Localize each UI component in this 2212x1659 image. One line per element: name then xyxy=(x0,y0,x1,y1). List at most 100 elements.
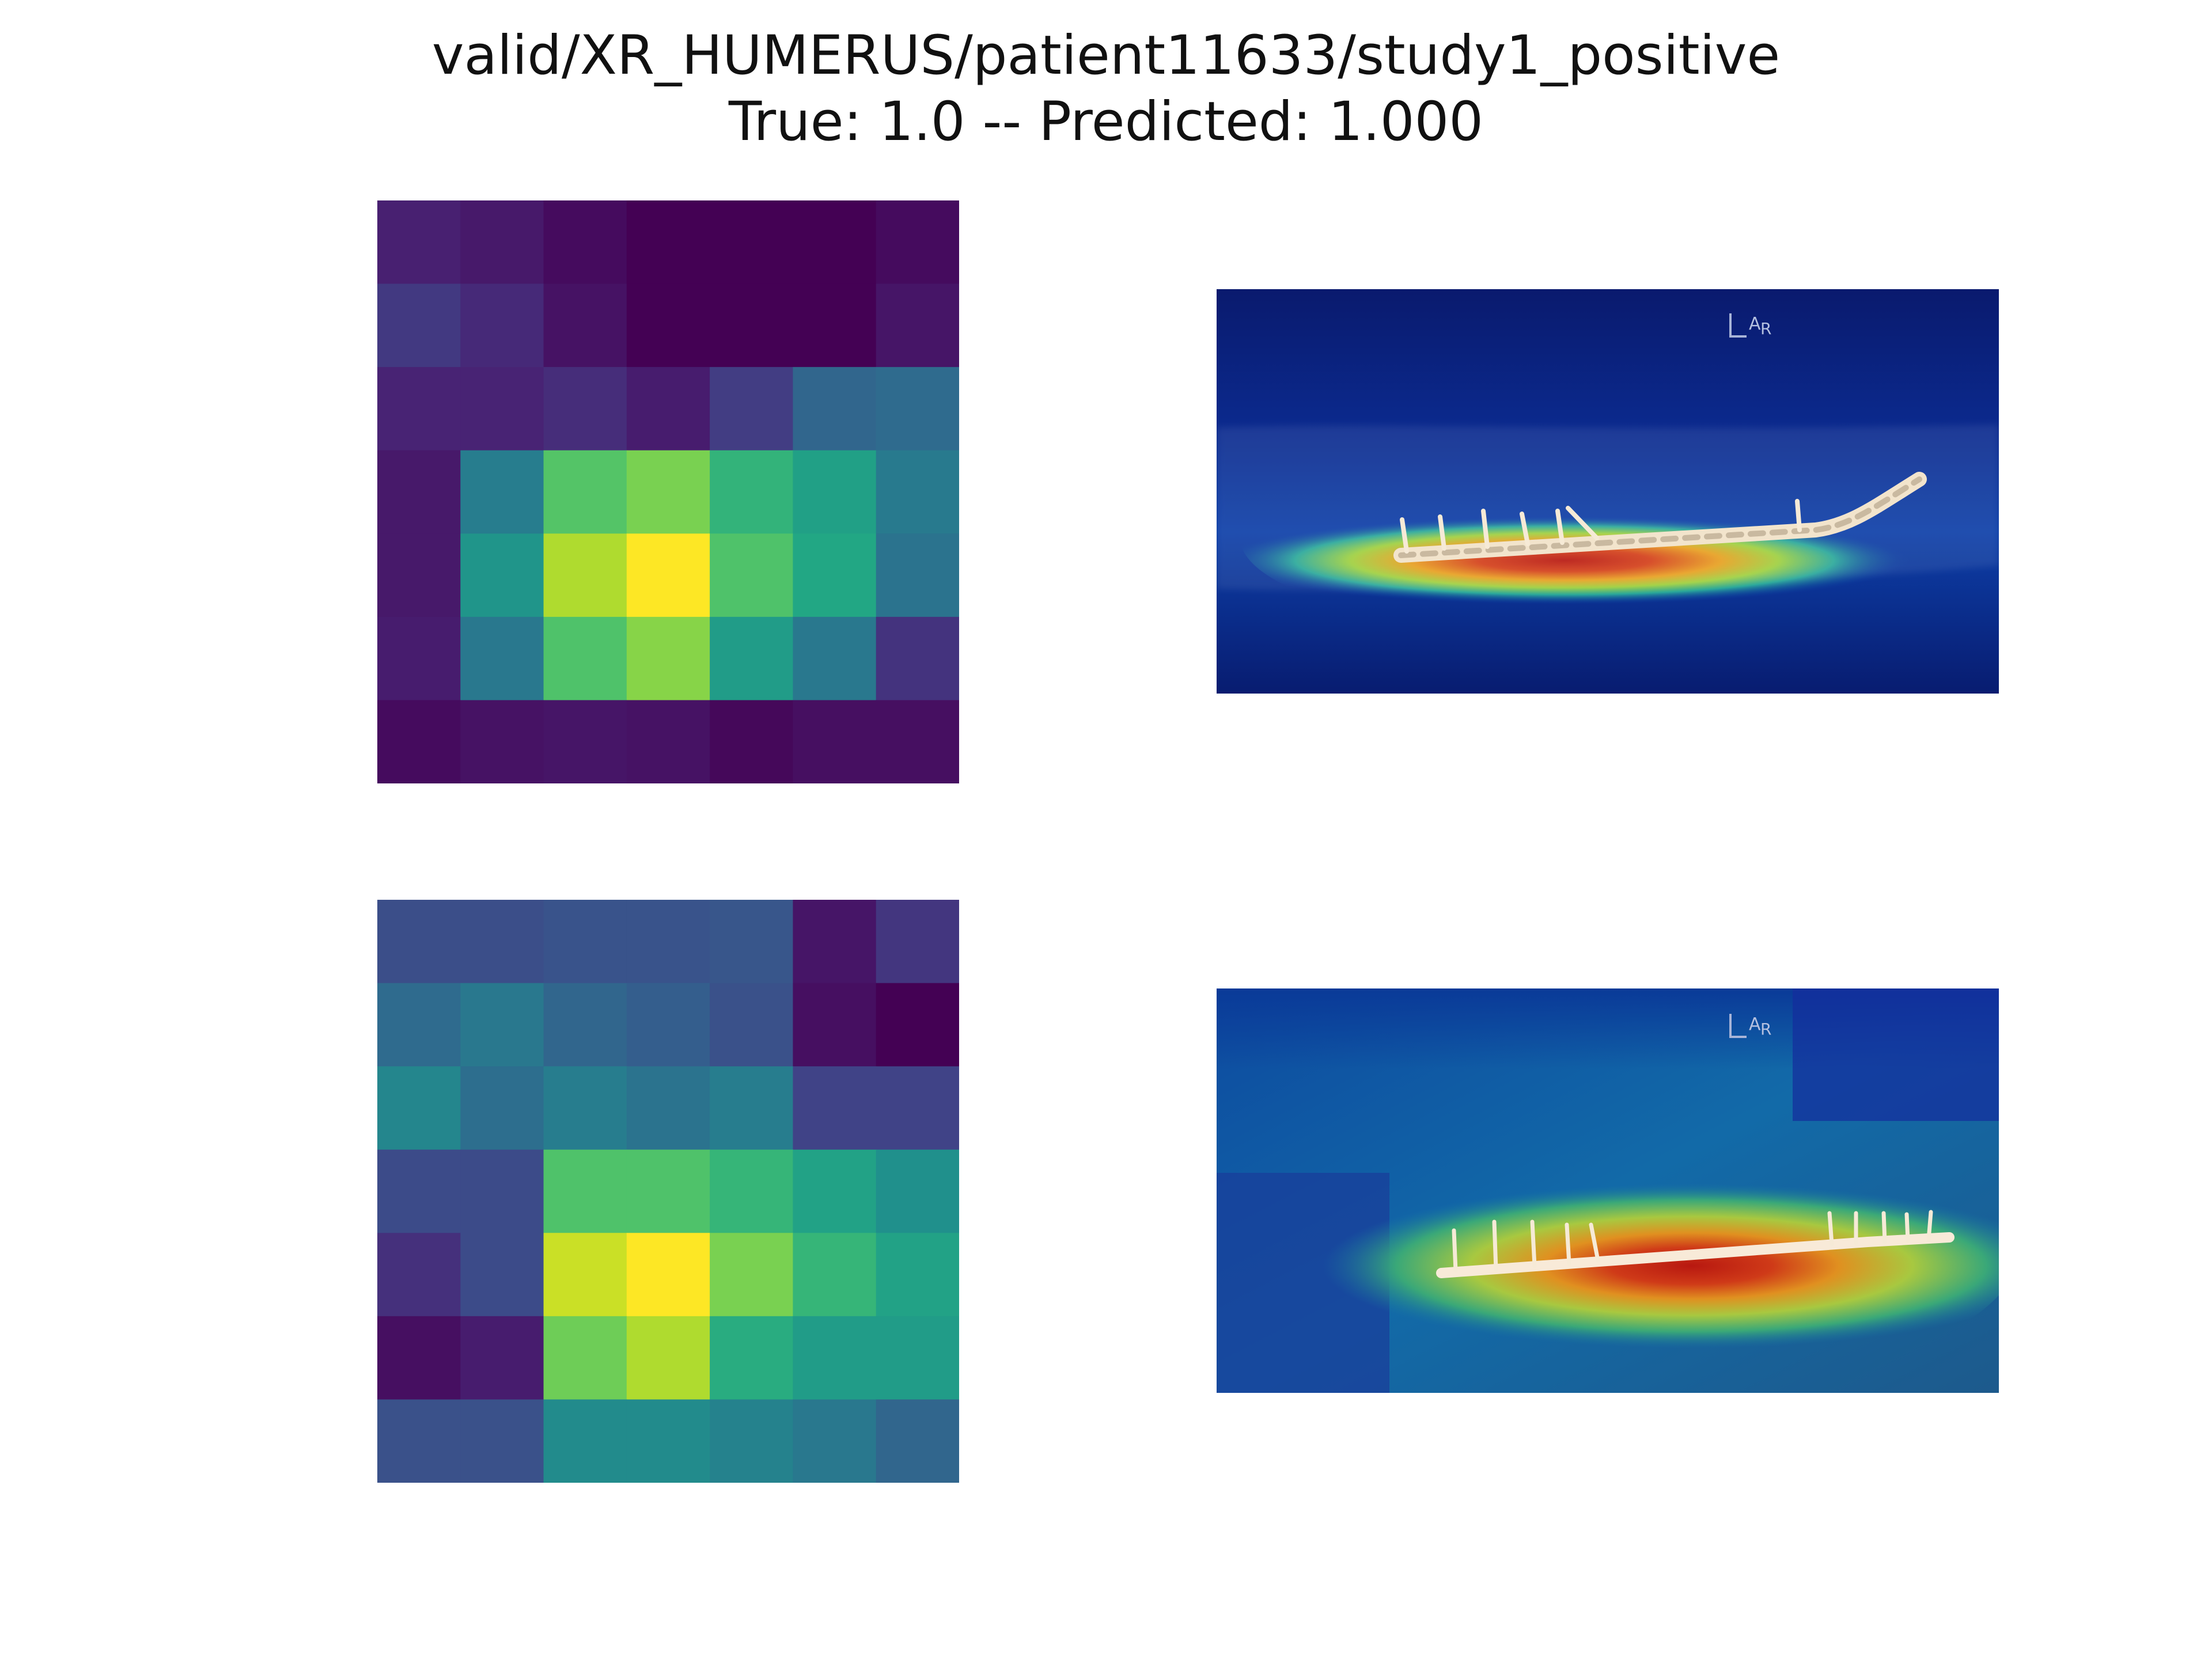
heatmap-cell-r4-c3 xyxy=(626,1233,710,1317)
heatmap-cell-r3-c0 xyxy=(377,450,461,534)
heatmap-cell-r4-c5 xyxy=(793,1233,877,1317)
heatmap-cell-r1-c3 xyxy=(626,983,710,1067)
heatmap-cell-r0-c2 xyxy=(543,900,627,984)
lar-marker-sub-1: R xyxy=(1760,319,1771,338)
heatmap-cell-r1-c2 xyxy=(543,283,627,368)
heatmap-cell-r4-c0 xyxy=(377,533,461,618)
heatmap-cell-r3-c5 xyxy=(793,450,877,534)
heatmap-cell-r2-c5 xyxy=(793,367,877,451)
heatmap-cell-r6-c1 xyxy=(460,700,544,783)
heatmap-cell-r0-c3 xyxy=(626,900,710,984)
heatmap-cell-r2-c6 xyxy=(876,1066,959,1150)
heatmap-cell-r5-c6 xyxy=(876,1316,959,1400)
heatmap-cell-r1-c6 xyxy=(876,983,959,1067)
heatmap-cell-r5-c6 xyxy=(876,616,959,701)
heatmap-cell-r6-c0 xyxy=(377,1399,461,1483)
heatmap-cell-r6-c5 xyxy=(793,700,877,783)
heatmap-cell-r3-c3 xyxy=(626,450,710,534)
heatmap-cell-r2-c3 xyxy=(626,1066,710,1150)
heatmap-cell-r5-c2 xyxy=(543,1316,627,1400)
lar-marker-2 xyxy=(1729,1014,1747,1038)
heatmap-cell-r6-c5 xyxy=(793,1399,877,1483)
heatmap-cell-r1-c5 xyxy=(793,283,877,368)
heatmap-cell-r5-c4 xyxy=(710,616,794,701)
heatmap-cell-r3-c0 xyxy=(377,1149,461,1233)
heatmap-cell-r3-c4 xyxy=(710,1149,794,1233)
heatmap-cell-r4-c2 xyxy=(543,1233,627,1317)
heatmap-grid-top xyxy=(377,200,959,783)
heatmap-cell-r2-c4 xyxy=(710,367,794,451)
heatmap-panel-bottom xyxy=(377,900,959,1483)
heatmap-cell-r3-c6 xyxy=(876,1149,959,1233)
lar-marker-1 xyxy=(1729,313,1747,338)
heatmap-cell-r6-c6 xyxy=(876,1399,959,1483)
heatmap-cell-r1-c5 xyxy=(793,983,877,1067)
heatmap-cell-r6-c6 xyxy=(876,700,959,783)
heatmap-cell-r6-c0 xyxy=(377,700,461,783)
heatmap-cell-r2-c3 xyxy=(626,367,710,451)
heatmap-cell-r4-c5 xyxy=(793,533,877,618)
heatmap-cell-r3-c2 xyxy=(543,450,627,534)
heatmap-cell-r1-c4 xyxy=(710,983,794,1067)
heatmap-cell-r2-c1 xyxy=(460,367,544,451)
heatmap-panel-top xyxy=(377,200,959,783)
heatmap-cell-r5-c3 xyxy=(626,1316,710,1400)
heatmap-cell-r1-c1 xyxy=(460,983,544,1067)
heatmap-cell-r6-c2 xyxy=(543,700,627,783)
xray-cam-image-2: A R xyxy=(1217,988,1999,1393)
heatmap-cell-r2-c2 xyxy=(543,367,627,451)
heatmap-cell-r2-c5 xyxy=(793,1066,877,1150)
heatmap-cell-r6-c4 xyxy=(710,1399,794,1483)
heatmap-cell-r0-c4 xyxy=(710,200,794,285)
lar-marker-sup-2: A xyxy=(1749,1014,1761,1035)
heatmap-cell-r3-c2 xyxy=(543,1149,627,1233)
heatmap-cell-r3-c3 xyxy=(626,1149,710,1233)
heatmap-cell-r4-c6 xyxy=(876,1233,959,1317)
heatmap-cell-r3-c4 xyxy=(710,450,794,534)
heatmap-cell-r5-c2 xyxy=(543,616,627,701)
heatmap-grid-bottom xyxy=(377,900,959,1483)
heatmap-cell-r4-c1 xyxy=(460,533,544,618)
heatmap-cell-r5-c5 xyxy=(793,616,877,701)
xray-cam-overlay-1: A R xyxy=(1217,289,1999,694)
heatmap-cell-r3-c5 xyxy=(793,1149,877,1233)
heatmap-cell-r5-c3 xyxy=(626,616,710,701)
heatmap-cell-r1-c3 xyxy=(626,283,710,368)
heatmap-cell-r0-c6 xyxy=(876,200,959,285)
figure-title-line1: valid/XR_HUMERUS/patient11633/study1_pos… xyxy=(431,24,1781,87)
heatmap-cell-r0-c0 xyxy=(377,200,461,285)
heatmap-cell-r5-c0 xyxy=(377,616,461,701)
heatmap-cell-r6-c2 xyxy=(543,1399,627,1483)
heatmap-cell-r2-c1 xyxy=(460,1066,544,1150)
heatmap-cell-r6-c3 xyxy=(626,1399,710,1483)
heatmap-cell-r4-c4 xyxy=(710,1233,794,1317)
lar-marker-sup-1: A xyxy=(1749,314,1761,334)
heatmap-cell-r5-c1 xyxy=(460,616,544,701)
heatmap-cell-r6-c3 xyxy=(626,700,710,783)
heatmap-cell-r3-c6 xyxy=(876,450,959,534)
heatmap-cell-r3-c1 xyxy=(460,1149,544,1233)
heatmap-cell-r5-c0 xyxy=(377,1316,461,1400)
heatmap-cell-r6-c1 xyxy=(460,1399,544,1483)
fixation-plate-1 xyxy=(1393,472,1927,563)
heatmap-cell-r2-c0 xyxy=(377,1066,461,1150)
fixation-plate-2 xyxy=(1436,1210,1955,1278)
heatmap-cell-r4-c1 xyxy=(460,1233,544,1317)
heatmap-cell-r0-c5 xyxy=(793,200,877,285)
heatmap-cell-r5-c4 xyxy=(710,1316,794,1400)
heatmap-cell-r5-c5 xyxy=(793,1316,877,1400)
xray-cam-overlay-2: A R xyxy=(1217,988,1999,1393)
heatmap-cell-r0-c3 xyxy=(626,200,710,285)
heatmap-cell-r1-c0 xyxy=(377,283,461,368)
heatmap-cell-r2-c6 xyxy=(876,367,959,451)
xray-cam-image-1: A R xyxy=(1217,289,1999,694)
lar-marker-sub-2: R xyxy=(1760,1020,1771,1039)
heatmap-cell-r0-c1 xyxy=(460,900,544,984)
heatmap-cell-r0-c6 xyxy=(876,900,959,984)
heatmap-cell-r2-c0 xyxy=(377,367,461,451)
heatmap-cell-r0-c4 xyxy=(710,900,794,984)
heatmap-cell-r0-c0 xyxy=(377,900,461,984)
heatmap-cell-r1-c0 xyxy=(377,983,461,1067)
heatmap-cell-r0-c1 xyxy=(460,200,544,285)
heatmap-cell-r2-c4 xyxy=(710,1066,794,1150)
